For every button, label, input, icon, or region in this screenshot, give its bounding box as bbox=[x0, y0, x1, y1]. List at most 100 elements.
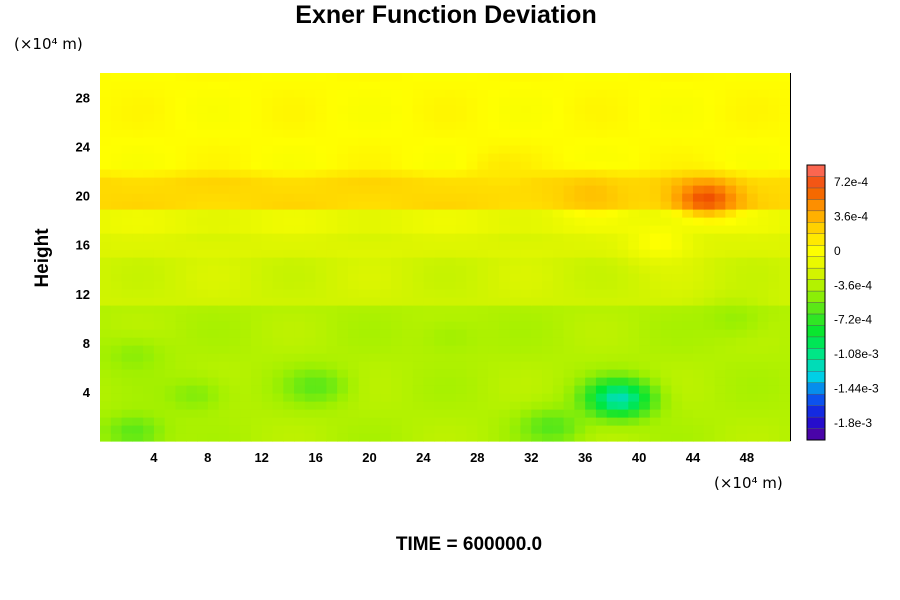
heatmap-cell bbox=[153, 217, 166, 226]
heatmap-cell bbox=[552, 433, 565, 442]
heatmap-cell bbox=[542, 177, 554, 186]
heatmap-cell bbox=[218, 241, 230, 250]
heatmap-cell bbox=[757, 265, 770, 274]
heatmap-cell bbox=[488, 113, 500, 122]
heatmap-cell bbox=[445, 281, 457, 290]
heatmap-cell bbox=[100, 233, 112, 242]
heatmap-cell bbox=[143, 425, 155, 434]
heatmap-cell bbox=[552, 97, 565, 106]
heatmap-cell bbox=[671, 193, 683, 202]
heatmap-cell bbox=[757, 433, 770, 442]
heatmap-cell bbox=[412, 257, 425, 266]
heatmap-cell bbox=[552, 193, 565, 202]
heatmap-cell bbox=[671, 89, 683, 98]
heatmap-cell bbox=[736, 401, 748, 410]
heatmap-cell bbox=[671, 81, 683, 90]
heatmap-cell bbox=[736, 385, 748, 394]
heatmap-cell bbox=[272, 241, 284, 250]
heatmap-cell bbox=[391, 297, 403, 306]
heatmap-cell bbox=[347, 169, 360, 178]
heatmap-cell bbox=[488, 145, 500, 154]
heatmap-cell bbox=[498, 129, 511, 138]
x-tick-label: 4 bbox=[150, 450, 158, 465]
heatmap-cell bbox=[606, 249, 619, 258]
heatmap-cell bbox=[315, 313, 328, 322]
heatmap-cell bbox=[175, 377, 187, 386]
heatmap-cell bbox=[531, 209, 543, 218]
heatmap-cell bbox=[660, 97, 673, 106]
heatmap-cell bbox=[261, 161, 274, 170]
heatmap-cell bbox=[391, 409, 403, 418]
heatmap-cell bbox=[261, 137, 274, 146]
heatmap-cell bbox=[542, 145, 554, 154]
heatmap-cell bbox=[736, 313, 748, 322]
heatmap-cell bbox=[628, 161, 640, 170]
heatmap-cell bbox=[682, 169, 694, 178]
heatmap-cell bbox=[757, 89, 770, 98]
heatmap-cell bbox=[703, 105, 716, 114]
heatmap-cell bbox=[110, 361, 123, 370]
heatmap-cell bbox=[671, 361, 683, 370]
heatmap-cell bbox=[358, 425, 371, 434]
heatmap-cell bbox=[261, 393, 274, 402]
heatmap-cell bbox=[445, 169, 457, 178]
heatmap-cell bbox=[595, 377, 608, 386]
heatmap-cell bbox=[692, 225, 705, 234]
heatmap-cell bbox=[746, 313, 759, 322]
heatmap-cell bbox=[520, 433, 532, 442]
heatmap-cell bbox=[639, 249, 651, 258]
heatmap-cell bbox=[736, 409, 748, 418]
heatmap-cell bbox=[164, 153, 177, 162]
heatmap-cell bbox=[153, 161, 166, 170]
heatmap-cell bbox=[143, 345, 155, 354]
heatmap-cell bbox=[250, 321, 263, 330]
heatmap-cell bbox=[326, 73, 338, 82]
heatmap-cell bbox=[121, 425, 133, 434]
heatmap-cell bbox=[531, 233, 543, 242]
heatmap-cell bbox=[628, 153, 640, 162]
heatmap-cell bbox=[164, 337, 177, 346]
heatmap-cell bbox=[746, 289, 759, 298]
heatmap-cell bbox=[595, 257, 608, 266]
heatmap-cell bbox=[121, 409, 133, 418]
heatmap-cell bbox=[714, 337, 726, 346]
heatmap-cell bbox=[110, 193, 123, 202]
heatmap-cell bbox=[358, 169, 371, 178]
heatmap-cell bbox=[358, 233, 371, 242]
heatmap-cell bbox=[595, 129, 608, 138]
heatmap-cell bbox=[337, 329, 349, 338]
heatmap-cell bbox=[703, 401, 716, 410]
heatmap-cell bbox=[401, 145, 414, 154]
heatmap-cell bbox=[520, 121, 532, 130]
heatmap-cell bbox=[714, 185, 726, 194]
heatmap-cell bbox=[671, 305, 683, 314]
heatmap-cell bbox=[682, 353, 694, 362]
heatmap-cell bbox=[606, 273, 619, 282]
heatmap-cell bbox=[369, 337, 381, 346]
heatmap-cell bbox=[380, 97, 392, 106]
heatmap-cell bbox=[315, 233, 328, 242]
heatmap-cell bbox=[606, 137, 619, 146]
heatmap-cell bbox=[326, 177, 338, 186]
heatmap-cell bbox=[143, 273, 155, 282]
heatmap-cell bbox=[509, 305, 522, 314]
heatmap-cell bbox=[746, 409, 759, 418]
heatmap-cell bbox=[218, 281, 230, 290]
heatmap-cell bbox=[294, 337, 306, 346]
colorbar-tick-label: -1.08e-3 bbox=[834, 347, 879, 361]
heatmap-cell bbox=[703, 161, 716, 170]
heatmap-cell bbox=[542, 241, 554, 250]
x-tick-label: 36 bbox=[578, 450, 592, 465]
heatmap-cell bbox=[337, 169, 349, 178]
heatmap-cell bbox=[207, 329, 220, 338]
heatmap-cell bbox=[100, 353, 112, 362]
heatmap-cell bbox=[692, 169, 705, 178]
heatmap-cell bbox=[531, 217, 543, 226]
heatmap-cell bbox=[488, 409, 500, 418]
heatmap-cell bbox=[186, 425, 198, 434]
heatmap-cell bbox=[779, 313, 791, 322]
heatmap-cell bbox=[736, 233, 748, 242]
heatmap-cell bbox=[466, 417, 478, 426]
heatmap-cell bbox=[250, 233, 263, 242]
heatmap-cell bbox=[218, 361, 230, 370]
